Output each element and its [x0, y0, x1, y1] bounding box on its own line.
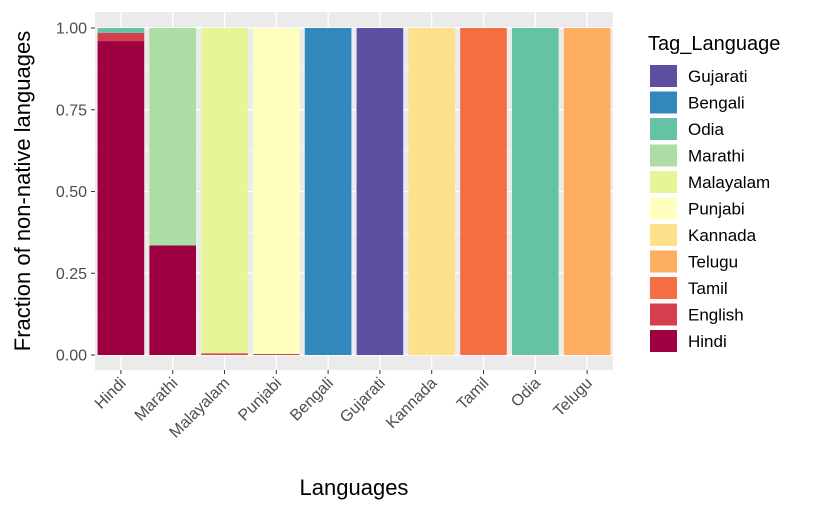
bar-segment: [460, 28, 507, 355]
y-tick-label: 0.00: [56, 348, 87, 365]
legend-title: Tag_Language: [648, 33, 780, 55]
legend-entry: English: [688, 306, 744, 325]
x-tick-label: Tamil: [454, 375, 492, 413]
bar-segment: [252, 28, 300, 355]
bar-segment: [201, 353, 248, 355]
bar-segment: [408, 28, 456, 355]
legend-entry: Odia: [688, 120, 724, 139]
x-axis-title: Languages: [300, 475, 409, 500]
legend-entry: Marathi: [688, 147, 745, 166]
legend-swatch: [650, 303, 677, 326]
legend: Tag_Language Gujarati Bengali Odia Marathi M…: [648, 33, 780, 352]
legend-entry: Telugu: [688, 253, 738, 272]
legend-swatch: [650, 91, 677, 114]
legend-entry: Punjabi: [688, 200, 745, 219]
legend-swatch: [650, 197, 677, 220]
x-tick-label: Marathi: [132, 375, 182, 425]
x-tick-label: Odia: [508, 375, 544, 411]
x-tick-label: Gujarati: [337, 375, 389, 427]
y-tick-label: 0.50: [56, 184, 87, 201]
bar-segment: [201, 28, 248, 354]
bar-segment: [149, 28, 197, 246]
legend-swatch: [650, 224, 677, 246]
legend-swatch: [650, 171, 677, 193]
bar-segment: [97, 28, 145, 33]
bar-segment: [356, 28, 404, 355]
bar-segment: [563, 28, 611, 355]
legend-swatch: [650, 144, 677, 167]
legend-swatch: [650, 277, 677, 299]
legend-swatch: [650, 330, 677, 352]
x-tick-label: Punjabi: [235, 375, 285, 425]
bar-segment: [511, 28, 559, 355]
bars: [97, 28, 611, 356]
legend-entry: Gujarati: [688, 67, 748, 86]
legend-entry: Malayalam: [688, 173, 770, 192]
bar-segment: [97, 41, 145, 356]
legend-swatch: [650, 118, 677, 140]
legend-entry: Hindi: [688, 332, 727, 351]
legend-entry: Tamil: [688, 279, 728, 298]
x-tick-label: Telugu: [551, 375, 596, 420]
y-axis-title: Fraction of non-native languages: [10, 31, 35, 351]
y-tick-label: 0.25: [56, 266, 87, 283]
y-tick-label: 0.75: [56, 102, 87, 119]
bar-segment: [149, 245, 197, 355]
x-tick-label: Kannada: [383, 375, 440, 432]
bar-segment: [304, 28, 352, 355]
bar-segment: [252, 354, 300, 355]
x-tick-label: Hindi: [92, 375, 130, 413]
legend-swatch: [650, 65, 677, 87]
y-tick-label: 1.00: [56, 21, 87, 38]
bar-segment: [97, 32, 145, 42]
legend-entry: Bengali: [688, 94, 745, 113]
y-axis: 0.00 0.25 0.50 0.75 1.00: [56, 21, 95, 365]
legend-entry: Kannada: [688, 226, 757, 245]
legend-swatch: [650, 250, 677, 273]
x-tick-label: Bengali: [287, 375, 337, 425]
